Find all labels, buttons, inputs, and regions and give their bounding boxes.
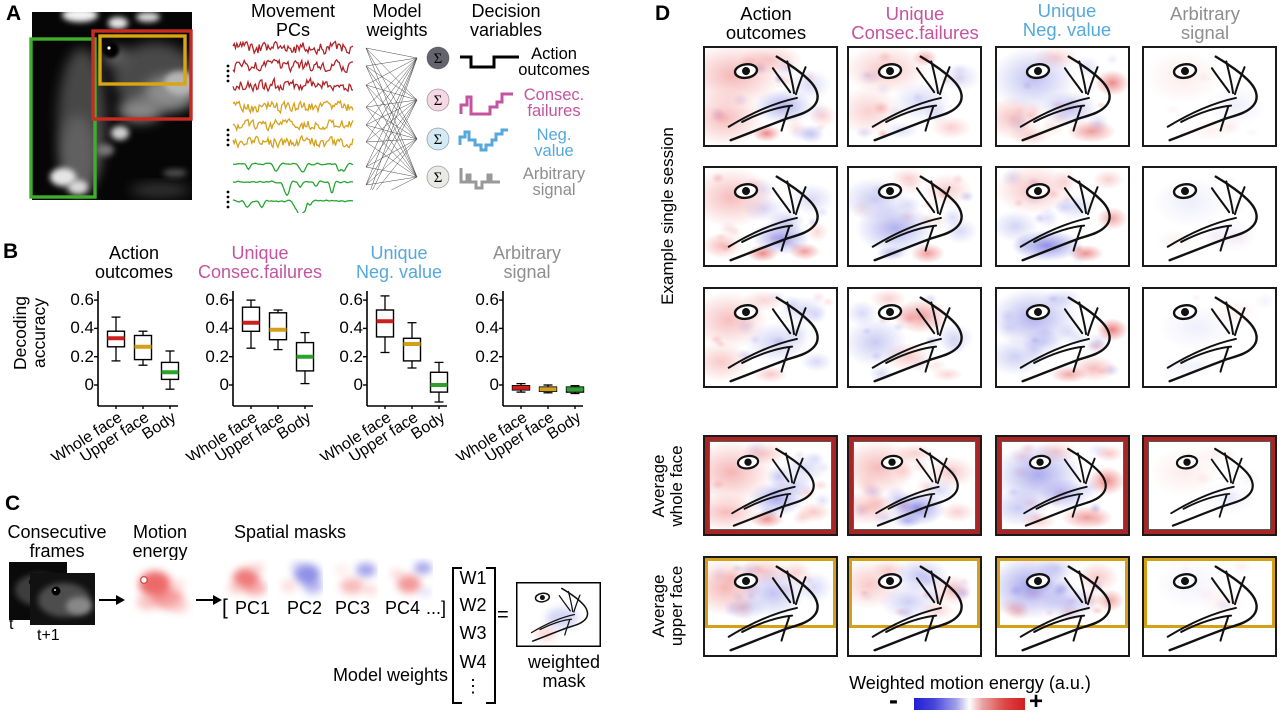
svg-text:Σ: Σ: [434, 51, 443, 67]
svg-text:Σ: Σ: [434, 170, 443, 186]
svg-text:Σ: Σ: [434, 132, 443, 148]
svg-text:Σ: Σ: [434, 93, 443, 109]
